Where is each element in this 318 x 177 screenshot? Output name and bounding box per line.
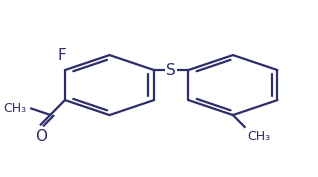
Text: CH₃: CH₃ [248, 130, 271, 142]
Text: O: O [35, 129, 47, 144]
Text: S: S [166, 63, 176, 78]
Text: CH₃: CH₃ [3, 102, 27, 115]
Text: F: F [58, 48, 66, 63]
